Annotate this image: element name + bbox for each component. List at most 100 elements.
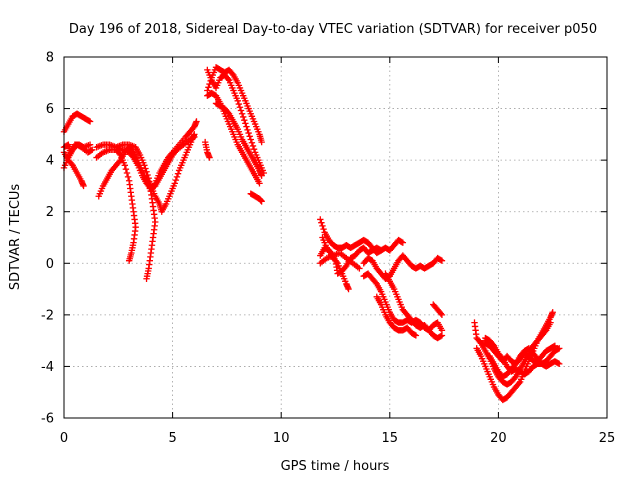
data-point xyxy=(438,332,446,339)
data-point xyxy=(547,319,554,326)
data-point xyxy=(556,360,563,368)
data-point xyxy=(437,310,445,317)
data-point xyxy=(320,225,327,233)
data-point xyxy=(258,138,265,146)
data-point xyxy=(143,275,150,282)
data-point xyxy=(173,173,181,181)
data-point xyxy=(174,170,182,177)
data-point xyxy=(122,165,130,173)
data-point xyxy=(438,311,446,319)
data-point xyxy=(511,374,518,382)
data-point xyxy=(258,172,265,179)
data-point xyxy=(319,222,326,230)
x-tick-label: 20 xyxy=(490,431,507,446)
series-arc-20 xyxy=(360,252,446,282)
data-point xyxy=(247,136,254,143)
series-arc-10 xyxy=(204,64,265,146)
data-point xyxy=(256,180,263,187)
series-arc-4 xyxy=(60,141,94,156)
data-point xyxy=(377,247,385,254)
data-point xyxy=(317,216,324,223)
data-point xyxy=(143,168,150,175)
data-point xyxy=(234,97,241,105)
data-point xyxy=(258,198,265,205)
data-point xyxy=(244,126,251,134)
x-tick-label: 15 xyxy=(382,431,399,446)
series-arc-28 xyxy=(482,334,563,378)
data-point xyxy=(549,309,556,316)
data-point xyxy=(248,139,256,146)
series-arc-7 xyxy=(93,146,139,264)
data-point xyxy=(249,142,257,150)
data-point xyxy=(399,239,407,246)
data-point xyxy=(498,354,505,361)
data-point xyxy=(345,285,352,293)
data-point xyxy=(238,110,246,117)
data-point xyxy=(129,153,136,160)
data-point xyxy=(250,145,258,153)
y-tick-label: 8 xyxy=(46,51,54,66)
y-tick-label: 4 xyxy=(46,154,54,169)
data-point xyxy=(121,162,129,169)
data-point xyxy=(229,70,236,77)
data-point xyxy=(237,107,245,114)
y-axis-tick-labels: -6 -4 -2 0 2 4 6 8 xyxy=(41,51,54,427)
y-tick-label: 6 xyxy=(46,102,54,117)
series-arc-19 xyxy=(317,249,363,272)
data-point xyxy=(372,279,379,286)
data-point xyxy=(243,123,250,130)
x-axis-label: GPS time / hours xyxy=(281,459,390,474)
x-axis-tick-labels: 0 5 10 15 20 25 xyxy=(60,431,615,446)
data-point xyxy=(242,120,249,127)
series-arc-9 xyxy=(143,131,198,215)
data-point xyxy=(142,165,149,172)
data-point xyxy=(236,104,244,111)
data-series xyxy=(60,64,563,404)
data-point xyxy=(125,257,133,264)
data-point xyxy=(246,133,253,140)
data-point xyxy=(356,265,363,272)
series-arc-29 xyxy=(486,342,559,380)
data-point xyxy=(551,342,559,349)
y-tick-label: 2 xyxy=(46,205,54,220)
data-point xyxy=(556,345,563,352)
plot-frame xyxy=(63,56,608,419)
data-point xyxy=(224,109,232,116)
data-point xyxy=(68,160,75,168)
series-arc-15 xyxy=(247,190,265,205)
data-point xyxy=(191,131,198,138)
data-point xyxy=(245,129,252,137)
series-arc-5 xyxy=(95,118,200,200)
data-point xyxy=(80,182,87,190)
x-tick-label: 0 xyxy=(60,431,68,446)
data-point xyxy=(489,341,497,348)
data-point xyxy=(438,257,446,264)
x-tick-label: 10 xyxy=(273,431,290,446)
data-point xyxy=(239,113,247,121)
data-point xyxy=(86,118,94,125)
series-arc-18 xyxy=(317,244,352,293)
x-tick-label: 25 xyxy=(599,431,616,446)
data-point xyxy=(515,379,523,387)
y-tick-label: 0 xyxy=(46,257,54,272)
series-arc-21 xyxy=(360,270,446,334)
data-point xyxy=(224,75,232,83)
data-point xyxy=(193,118,200,125)
data-point xyxy=(116,158,123,165)
data-point xyxy=(205,84,212,91)
series-arc-1 xyxy=(60,110,94,135)
series-arc-14 xyxy=(201,138,213,161)
series-arc-22 xyxy=(382,270,446,342)
data-point xyxy=(333,258,340,266)
data-point xyxy=(318,219,325,226)
data-point xyxy=(541,328,549,335)
data-point xyxy=(141,162,148,169)
data-point xyxy=(206,154,213,161)
data-point xyxy=(412,332,420,339)
x-tick-label: 5 xyxy=(168,431,176,446)
data-point xyxy=(342,263,349,271)
series-arc-13 xyxy=(212,100,265,179)
y-tick-label: -4 xyxy=(41,360,54,375)
y-tick-label: -6 xyxy=(41,412,54,427)
